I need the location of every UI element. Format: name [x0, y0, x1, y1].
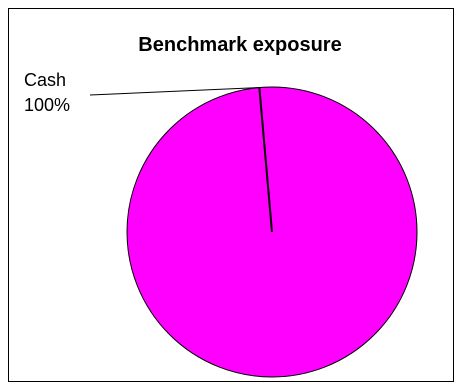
pie-slice-edge	[258, 87, 273, 233]
pie-slices	[126, 86, 418, 378]
slice-category-label: Cash	[24, 70, 66, 90]
slice-value-label: 100%	[24, 95, 70, 115]
chart-title: Benchmark exposure	[138, 34, 341, 56]
slice-leader-line	[89, 87, 260, 96]
